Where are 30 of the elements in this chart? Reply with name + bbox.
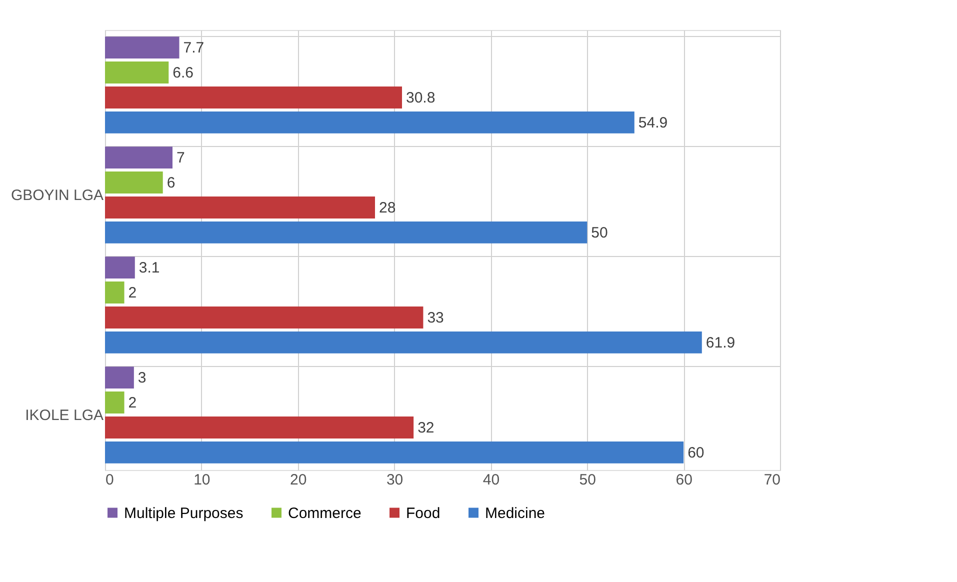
data-label: 28: [379, 199, 396, 216]
legend-label: Commerce: [288, 504, 362, 522]
x-tick-label: 60: [676, 472, 692, 488]
data-label: 2: [128, 284, 137, 302]
data-label: 2: [128, 394, 137, 412]
x-tick-label: 10: [194, 472, 210, 488]
y-tick-label: IKOLE LGA: [25, 407, 104, 424]
x-tick-label: 40: [482, 472, 500, 488]
data-label: 60: [688, 444, 704, 462]
legend-label: Medicine: [485, 504, 546, 522]
data-label: 3: [138, 370, 146, 387]
data-label: 33: [427, 309, 444, 326]
x-tick-label: 0: [106, 472, 114, 488]
data-label: 7.7: [183, 40, 204, 57]
data-label: 7: [176, 150, 185, 167]
data-label: 50: [591, 224, 608, 242]
data-label: 54.9: [638, 114, 668, 132]
y-tick-label: GBOYIN LGA: [10, 187, 104, 204]
x-tick-label: 20: [290, 472, 307, 488]
data-label: 61.9: [706, 334, 736, 352]
data-label: 3.1: [138, 260, 160, 277]
x-tick-label: 70: [764, 472, 780, 488]
data-label: 32: [418, 419, 434, 436]
x-tick-label: 30: [386, 472, 404, 488]
data-label: 30.8: [406, 89, 436, 106]
legend-label: Multiple Purposes: [124, 504, 244, 522]
data-label: 6.6: [172, 64, 194, 82]
x-tick-label: 50: [579, 472, 596, 488]
data-label: 6: [166, 174, 176, 192]
legend-label: Food: [406, 504, 440, 522]
